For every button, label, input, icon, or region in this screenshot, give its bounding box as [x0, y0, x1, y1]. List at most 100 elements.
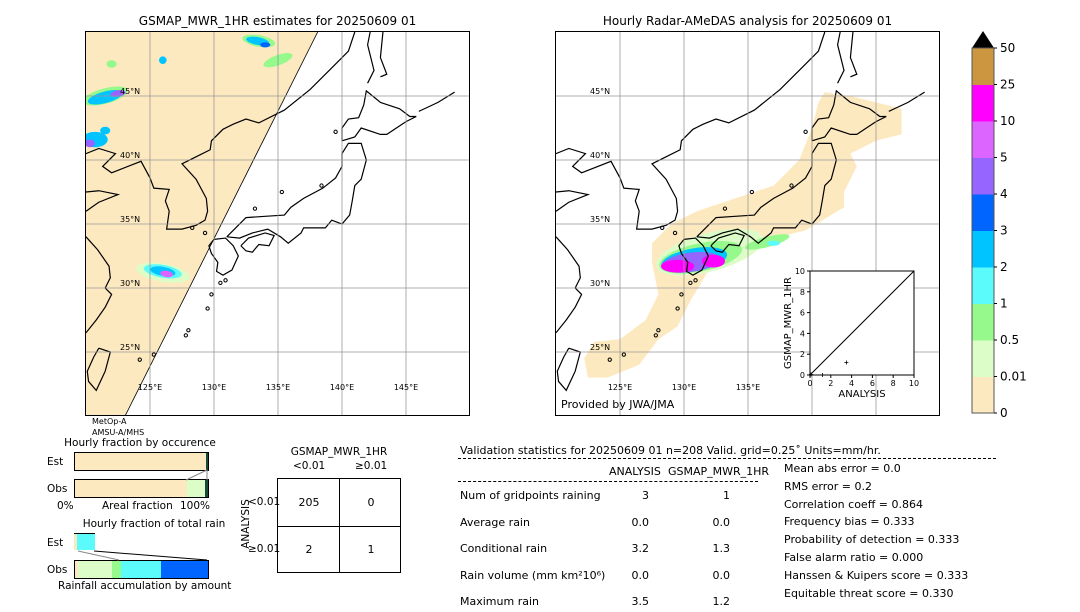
col-label: ≥0.01 [355, 460, 388, 472]
scatter-point [820, 373, 825, 377]
cell-miss: 2 [305, 543, 313, 556]
coastline-china [556, 191, 588, 211]
row-label: <0.01 [248, 496, 281, 508]
colorbar-tick-label: 25 [1000, 78, 1015, 92]
coastline-mainland [556, 32, 825, 229]
colorbar-bin [972, 84, 994, 122]
contingency-table: 205 0 2 1 [277, 478, 401, 573]
rain-area [84, 139, 95, 148]
island [152, 353, 155, 356]
island [622, 353, 625, 356]
rain-area [158, 56, 167, 64]
coastline-sakhalin [838, 32, 844, 83]
cell-hit-none: 205 [298, 496, 320, 509]
bar-segment [75, 480, 187, 497]
stat-label: Average rain [460, 515, 530, 529]
occurrence-obs-bar [74, 479, 209, 498]
score-line: Probability of detection = 0.333 [784, 533, 960, 547]
bar-segment [77, 533, 95, 550]
x-tick-label: 2 [828, 379, 833, 388]
island [191, 226, 194, 229]
colorbar-bin [972, 376, 994, 414]
lon-label: 125°E [608, 383, 632, 392]
y-tick-label: 2 [800, 350, 805, 359]
axis-right-tick: 100% [180, 500, 211, 512]
lat-label: 45°N [590, 87, 610, 96]
rain-area [110, 90, 126, 97]
lat-label: 25°N [590, 343, 610, 352]
island [334, 130, 337, 133]
stat-analysis-value: 3.2 [631, 542, 650, 555]
scatter-inset: 0 2 4 6 8 10 0 2 4 6 8 10 ANALYSIS GSMAP_MWR_1HR [783, 267, 919, 400]
colorbar-tick-label: 0.01 [1000, 370, 1027, 384]
colorbar-tick-label: 3 [1000, 224, 1008, 238]
coastline-kyushu [209, 238, 238, 275]
x-axis-label: ANALYSIS [838, 389, 885, 400]
stat-analysis-value: 0.0 [631, 568, 650, 582]
bar-segment [75, 453, 206, 470]
stat-gsmap-value: 0.0 [712, 515, 731, 529]
lat-label: 40°N [590, 151, 610, 160]
coastline-taiwan [557, 348, 580, 390]
rain-area [660, 259, 695, 273]
rain-area [106, 60, 117, 68]
coastline-kyushu [679, 238, 708, 275]
island [203, 231, 206, 234]
rain-obs-bar [74, 560, 209, 579]
divider [458, 458, 996, 459]
sensor-line: MetOp-A [92, 417, 127, 426]
rain-accum-label: Rainfall accumulation by amount [58, 580, 232, 592]
lon-label: 140°E [330, 383, 354, 392]
colorbar-tick-label: 1 [1000, 297, 1008, 311]
colorbar-tick-label: 0.5 [1000, 333, 1019, 347]
island [657, 329, 660, 332]
lon-label: 125°E [138, 383, 162, 392]
colorbar-bin [972, 121, 994, 158]
stat-gsmap-value: 1.3 [712, 542, 731, 555]
lat-label: 30°N [120, 279, 140, 288]
stat-gsmap-value: 1 [723, 489, 730, 502]
stat-analysis-value: 3 [642, 489, 649, 502]
x-tick-label: 4 [849, 379, 854, 388]
lat-label: 30°N [590, 279, 610, 288]
row-label: ≥0.01 [248, 543, 281, 555]
divider [458, 481, 758, 482]
coastline-kuril [889, 92, 925, 111]
est-label: Est [47, 456, 64, 468]
island [804, 130, 807, 133]
occurrence-connector [185, 469, 208, 481]
island [320, 184, 323, 187]
stat-analysis-value: 3.5 [631, 595, 650, 608]
lat-label: 25°N [120, 343, 140, 352]
lon-label: 145°E [394, 383, 418, 392]
y-tick-label: 10 [795, 267, 805, 276]
island [676, 307, 679, 310]
score-line: Equitable threat score = 0.330 [784, 586, 954, 600]
y-tick-label: 6 [800, 309, 805, 318]
x-tick-label: 0 [807, 379, 812, 388]
stat-label: Rain volume (mm km²10⁶) [460, 568, 606, 582]
occurrence-title: Hourly fraction by occurence [64, 437, 216, 449]
island [184, 334, 187, 337]
island [673, 231, 676, 234]
colorbar-tick-label: 50 [1000, 41, 1015, 55]
colorbar-bin [972, 194, 994, 231]
col-label: <0.01 [293, 460, 326, 472]
island [206, 307, 209, 310]
stats-header: Validation statistics for 20250609 01 n=… [460, 444, 881, 457]
island [661, 226, 664, 229]
y-tick-label: 0 [800, 371, 805, 380]
bar-segment [111, 561, 121, 578]
col-header-gsmap: GSMAP_MWR_1HR [668, 465, 770, 478]
col-header-analysis: ANALYSIS [609, 465, 661, 478]
score-line: Hanssen & Kuipers score = 0.333 [784, 568, 969, 582]
bar-segment [205, 480, 208, 497]
island [608, 358, 611, 361]
right-map-title: Hourly Radar-AMeDAS analysis for 2025060… [602, 14, 893, 28]
lat-label: 45°N [120, 87, 140, 96]
left-map-title: GSMAP_MWR_1HR estimates for 20250609 01 [138, 14, 417, 28]
coastline-shikoku [711, 233, 744, 252]
bar-segment [120, 561, 161, 578]
colorbar-bin [972, 267, 994, 304]
obs-label: Obs [47, 564, 68, 576]
